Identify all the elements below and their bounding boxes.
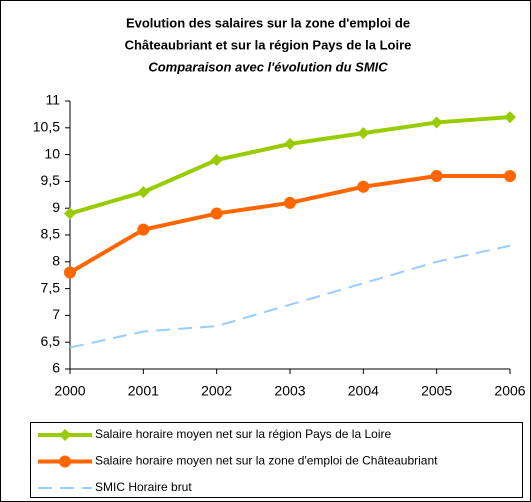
y-tick-label: 11 xyxy=(45,92,60,108)
y-tick-label: 6,5 xyxy=(41,333,61,349)
y-tick-label: 6 xyxy=(52,360,60,376)
chart-subtitle: Comparaison avec l'évolution du SMIC xyxy=(148,59,388,74)
point xyxy=(504,111,516,124)
point xyxy=(430,170,443,183)
legend-marker xyxy=(59,429,71,441)
point xyxy=(430,116,443,129)
legend-label: Salaire horaire moyen net sur la zone d'… xyxy=(95,454,438,468)
point xyxy=(357,180,370,193)
legend-label: Salaire horaire moyen net sur la région … xyxy=(95,427,391,441)
chart-title: Evolution des salaires sur la zone d'emp… xyxy=(126,15,410,30)
point xyxy=(64,207,76,220)
series-line xyxy=(69,244,511,349)
point xyxy=(210,207,223,220)
legend-marker xyxy=(59,455,71,468)
y-tick-label: 8 xyxy=(52,253,60,269)
x-tick-label: 2004 xyxy=(348,383,379,399)
y-tick-label: 7,5 xyxy=(41,279,61,295)
x-tick-label: 2006 xyxy=(494,383,525,399)
y-tick-label: 9 xyxy=(52,199,60,215)
chart-subtitle: Châteaubriant et sur la région Pays de l… xyxy=(125,37,412,52)
point xyxy=(357,127,370,140)
y-tick-label: 9,5 xyxy=(41,172,61,188)
x-tick-label: 2005 xyxy=(421,383,452,399)
legend-label: SMIC Horaire brut xyxy=(95,480,192,494)
point xyxy=(64,266,76,279)
y-tick-label: 10,5 xyxy=(33,119,60,135)
point xyxy=(210,153,223,166)
point xyxy=(284,137,296,150)
y-tick-label: 7 xyxy=(52,306,60,322)
point xyxy=(137,223,150,236)
legend-box xyxy=(30,422,523,498)
y-tick-label: 10 xyxy=(44,145,60,161)
point xyxy=(284,196,296,209)
x-tick-label: 2001 xyxy=(128,383,159,399)
y-tick-label: 8,5 xyxy=(41,226,61,242)
x-tick-label: 2002 xyxy=(201,383,232,399)
x-tick-label: 2000 xyxy=(54,383,85,399)
point xyxy=(504,170,516,183)
point xyxy=(137,186,150,199)
x-tick-label: 2003 xyxy=(274,383,305,399)
